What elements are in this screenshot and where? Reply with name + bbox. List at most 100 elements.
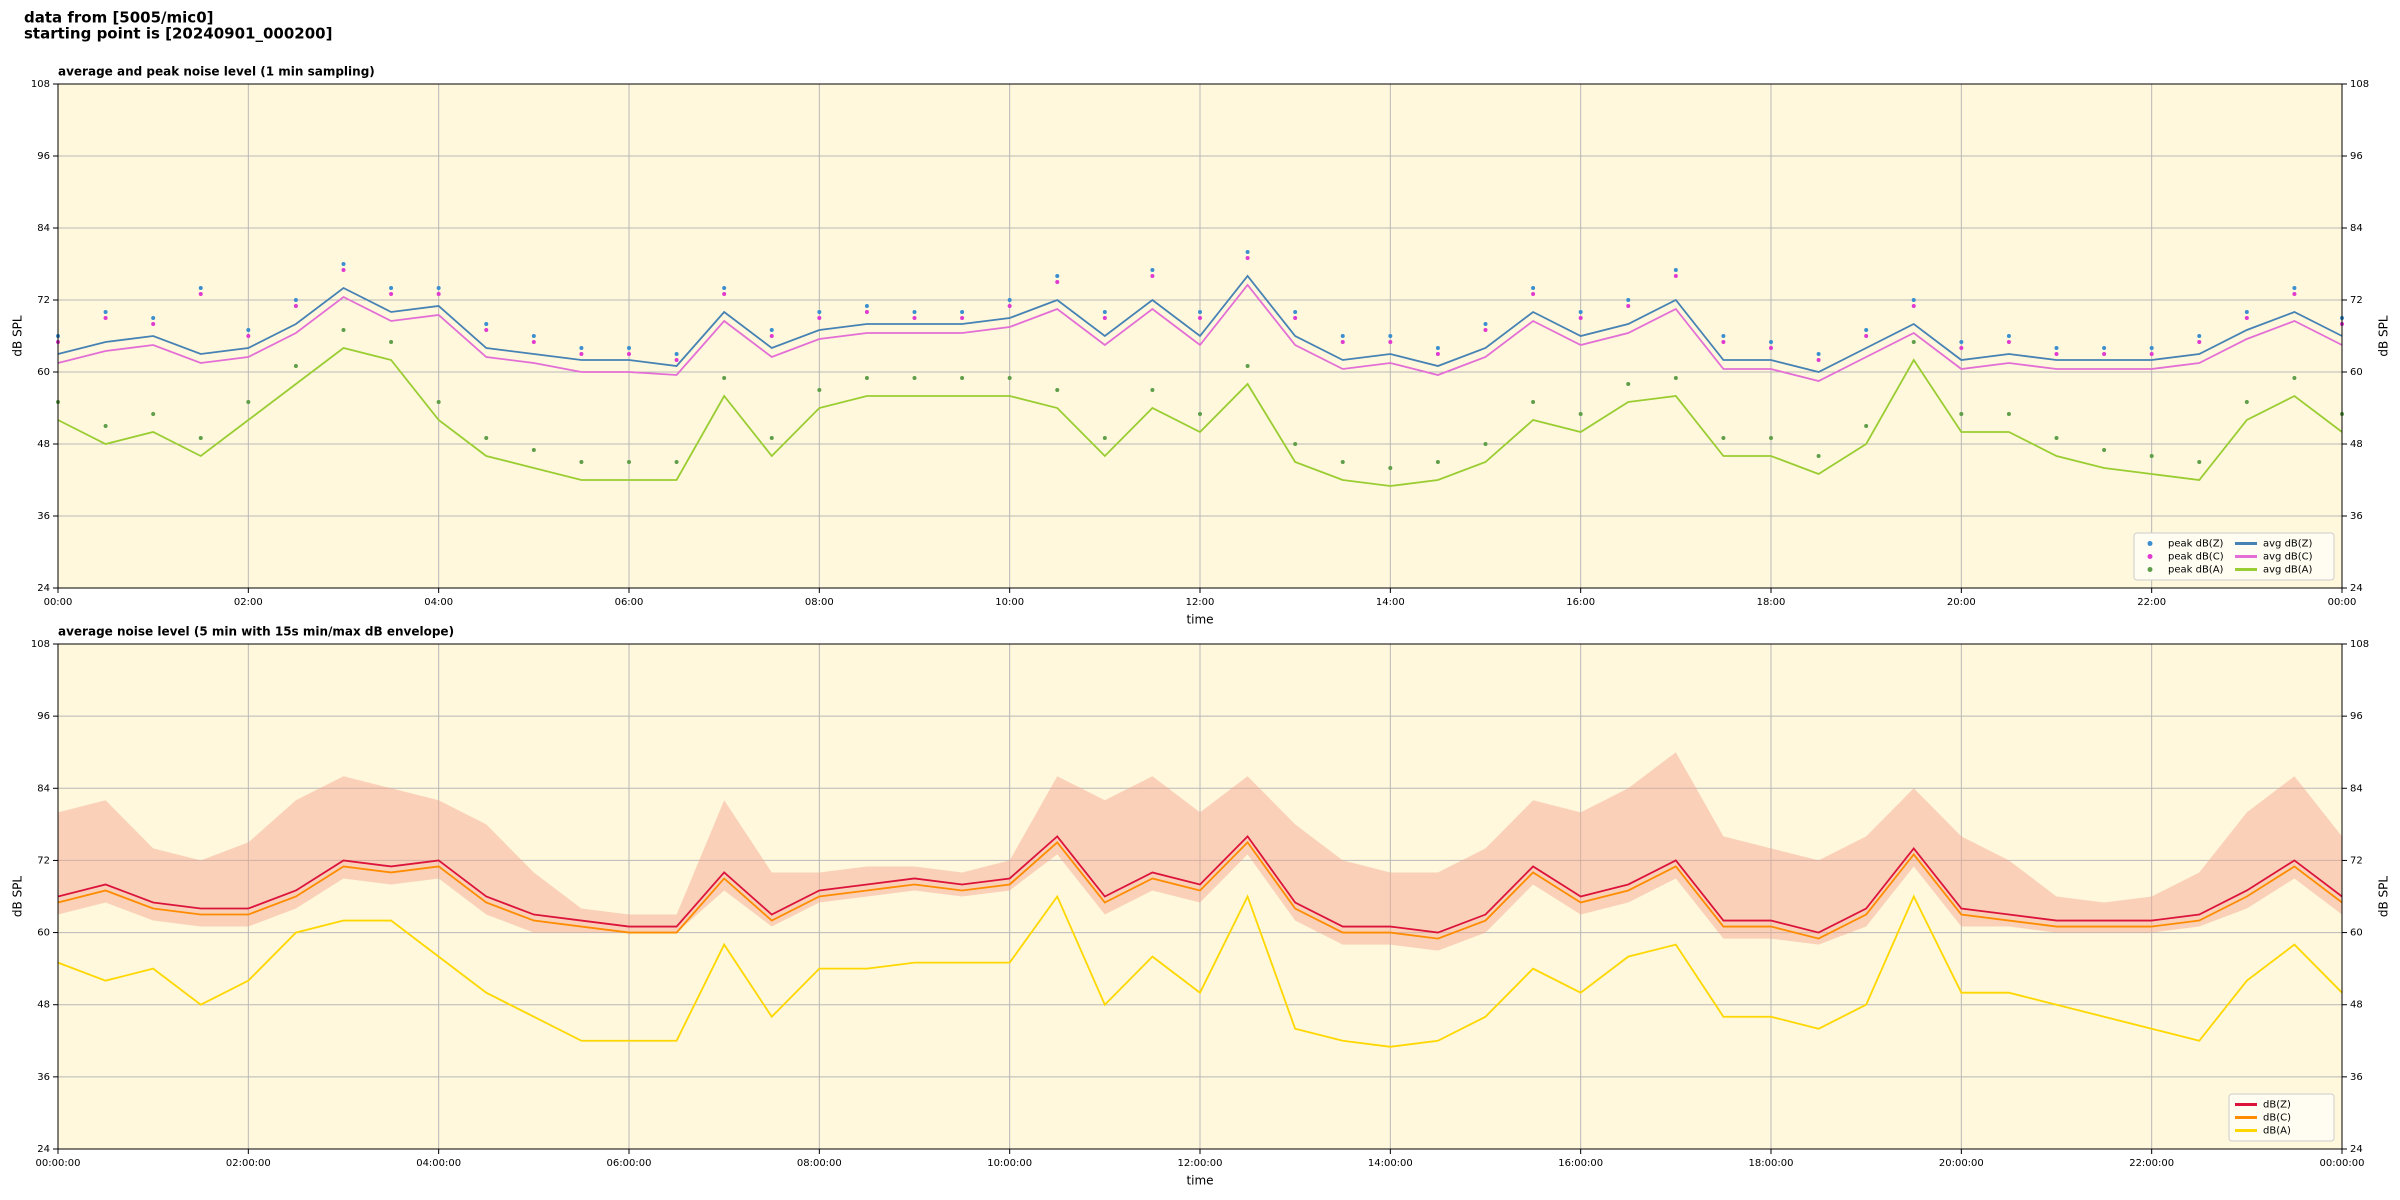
peak-point (579, 460, 584, 464)
peak-point (1245, 250, 1250, 254)
peak-point (1911, 340, 1916, 344)
peak-point (2054, 346, 2059, 350)
series-line (57, 274, 2343, 373)
peak-point (1293, 442, 1298, 446)
peak-point (198, 286, 203, 290)
y2-tick-label: 36 (2350, 511, 2363, 522)
peak-point (1816, 454, 1821, 458)
peak-point (1769, 346, 1773, 350)
peak-point (1864, 334, 1869, 338)
legend-label: avg dB(A) (2263, 565, 2313, 576)
y-tick-label: 36 (37, 1072, 50, 1083)
peak-point (1483, 442, 1488, 446)
peak-point (293, 364, 298, 368)
y-tick-label: 108 (31, 79, 50, 90)
y-tick-label: 24 (37, 583, 50, 594)
peak-point (103, 424, 108, 428)
peak-point (1388, 334, 1393, 338)
peak-point (1340, 340, 1345, 344)
peak-point (864, 310, 869, 314)
y2-tick-label: 72 (2350, 295, 2363, 306)
y2-axis-label: dB SPL (2377, 315, 2391, 357)
peak-point (2292, 286, 2297, 290)
peak-point (1198, 310, 1202, 314)
y-tick-label: 48 (37, 439, 50, 450)
plot-frame (57, 83, 2343, 589)
peak-point (579, 352, 584, 356)
x-tick-label: 02:00:00 (226, 1158, 271, 1169)
peak-point (1864, 328, 1869, 332)
x-axis-label: time (1186, 1174, 1213, 1188)
peak-point (436, 400, 441, 404)
x-tick-label: 10:00 (995, 597, 1024, 608)
peak-point (1055, 280, 1060, 284)
peak-point (1435, 346, 1440, 350)
legend (2133, 532, 2335, 581)
peak-point (817, 316, 822, 320)
series-line (57, 894, 2343, 1048)
legend-marker (2147, 541, 2153, 546)
peak-point (1340, 334, 1345, 338)
y-tick-label: 72 (37, 295, 50, 306)
peak-point (817, 388, 822, 392)
peak-point (1959, 346, 1964, 350)
y2-axis-label: dB SPL (2377, 876, 2391, 918)
peak-point (1102, 310, 1107, 314)
peak-point (2244, 400, 2249, 404)
peak-point (531, 340, 536, 344)
x-tick-label: 10:00:00 (987, 1158, 1032, 1169)
peak-point (1531, 400, 1536, 404)
y-tick-label: 84 (37, 783, 50, 794)
peak-point (1293, 316, 1298, 320)
x-tick-label: 22:00 (2137, 597, 2166, 608)
peak-point (1864, 424, 1869, 428)
y2-tick-label: 24 (2350, 583, 2363, 594)
peak-point (484, 436, 489, 440)
plot-frame (57, 643, 2343, 1150)
peak-point (1673, 274, 1678, 278)
peak-point (1911, 298, 1916, 302)
peak-point (1293, 310, 1298, 314)
peak-point (198, 292, 203, 296)
peak-point (1626, 382, 1631, 386)
peak-point (1578, 316, 1583, 320)
y-tick-label: 48 (37, 1000, 50, 1011)
y2-tick-label: 72 (2350, 855, 2363, 866)
legend-marker (2147, 554, 2153, 559)
peak-point (2292, 292, 2297, 296)
peak-point (817, 310, 822, 314)
legend-label: avg dB(C) (2263, 552, 2313, 563)
peak-point (436, 286, 441, 290)
peak-point (2054, 352, 2059, 356)
peak-point (1959, 412, 1964, 416)
peak-point (484, 328, 489, 332)
y-tick-label: 72 (37, 855, 50, 866)
x-axis-label: time (1186, 613, 1213, 627)
y2-tick-label: 108 (2350, 639, 2369, 650)
x-tick-label: 02:00 (234, 597, 263, 608)
series-line (57, 347, 2343, 487)
peak-point (293, 298, 298, 302)
y2-tick-label: 96 (2350, 711, 2363, 722)
x-tick-label: 00:00 (44, 597, 73, 608)
peak-point (1198, 412, 1202, 416)
peak-point (2149, 352, 2154, 356)
x-tick-label: 22:00:00 (2129, 1158, 2174, 1169)
peak-point (1721, 334, 1726, 338)
x-tick-label: 16:00:00 (1558, 1158, 1603, 1169)
peak-point (1816, 358, 1821, 362)
y2-tick-label: 96 (2350, 151, 2363, 162)
chart-title: average and peak noise level (1 min samp… (58, 65, 375, 79)
peak-point (1911, 304, 1916, 308)
peak-point (1150, 268, 1155, 272)
peak-point (2197, 334, 2202, 338)
peak-point (2149, 346, 2154, 350)
peak-point (341, 328, 346, 332)
peak-point (1673, 376, 1678, 380)
peak-point (151, 316, 156, 320)
peak-point (103, 310, 108, 314)
peak-point (1055, 388, 1060, 392)
peak-point (1721, 340, 1726, 344)
y2-tick-label: 24 (2350, 1144, 2363, 1155)
